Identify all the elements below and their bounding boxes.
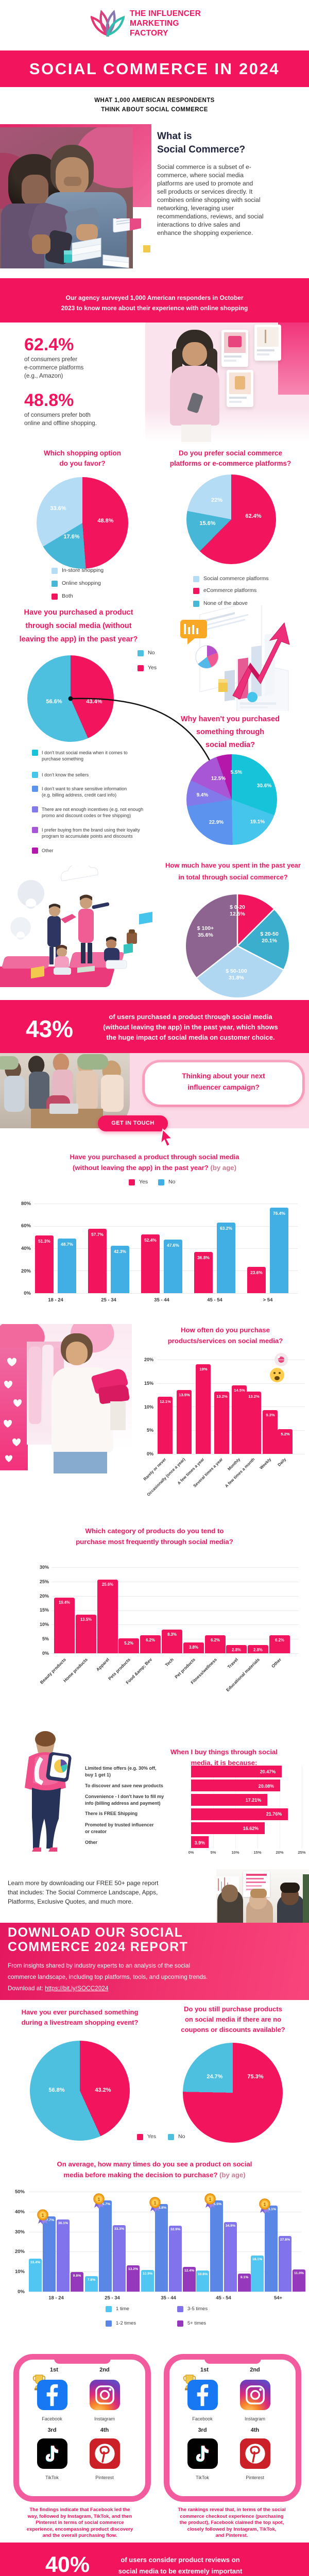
svg-text:1: 1 xyxy=(41,2213,44,2218)
svg-text:1: 1 xyxy=(263,2202,266,2207)
svg-text:1: 1 xyxy=(153,2200,156,2206)
svg-text:1: 1 xyxy=(209,2197,211,2202)
svg-text:1: 1 xyxy=(97,2197,100,2202)
